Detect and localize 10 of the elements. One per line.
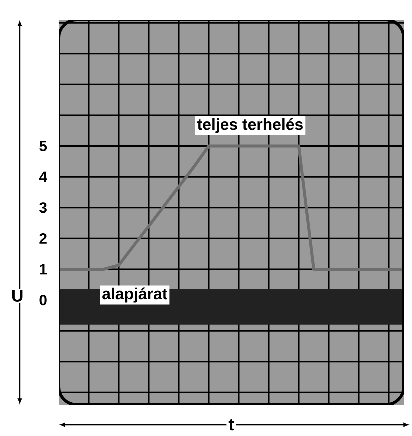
y-axis-title: U	[12, 290, 23, 302]
y-tick-label: 3	[40, 202, 47, 214]
y-tick-label: 4	[39, 172, 48, 182]
y-tick-label: 5	[40, 141, 48, 152]
annotation: teljes terhelés	[197, 118, 303, 134]
annotation: alapjárat	[102, 288, 168, 303]
y-tick-label: 1	[40, 264, 48, 275]
x-axis-title: t	[228, 419, 234, 431]
y-tick-label: 2	[40, 233, 47, 244]
y-tick-label: 0	[40, 294, 47, 306]
